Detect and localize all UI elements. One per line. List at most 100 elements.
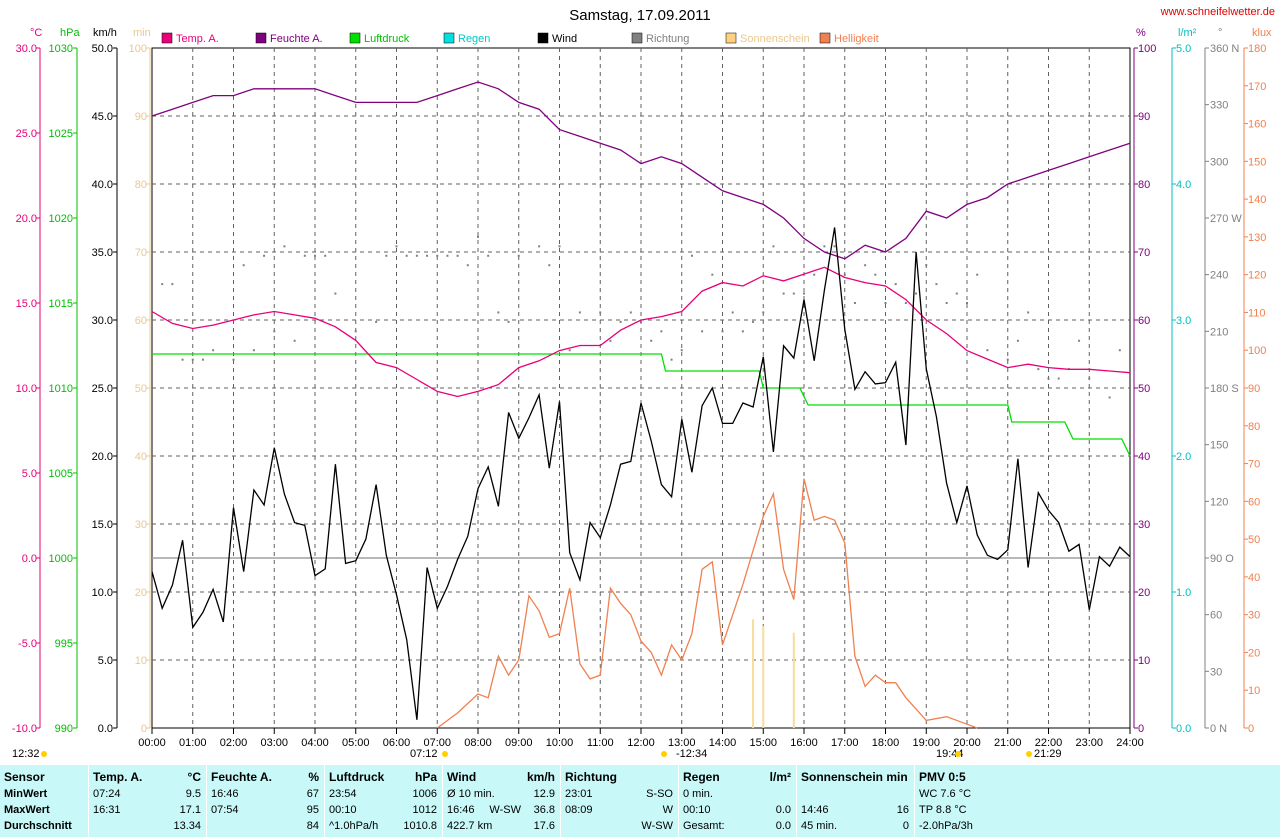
stats-cell: 00:10 [329, 804, 357, 816]
stats-column: Sonnenschein min 14:46 16 45 min. 0 [796, 765, 915, 837]
y-tick-label-direction: 60 [1210, 610, 1222, 622]
direction-point [884, 302, 887, 304]
stats-row: TP 8.8 °C [915, 802, 1055, 818]
direction-point [894, 283, 897, 286]
stats-header: PMV 0:5 [915, 769, 1055, 785]
y-tick-label-humidity: 80 [1138, 179, 1150, 191]
stats-row: 422.7 km 17.6 [443, 818, 561, 834]
x-tick-label: 20:00 [953, 737, 981, 749]
x-tick-label: 01:00 [179, 737, 207, 749]
direction-point [690, 254, 693, 257]
y-tick-label-brightness: 130 [1248, 232, 1266, 244]
series-line-wind [151, 227, 1131, 720]
x-tick-label: 08:00 [464, 737, 492, 749]
y-tick-label-brightness: 90 [1248, 383, 1260, 395]
y-tick-label-rain: 3.0 [1176, 315, 1191, 327]
direction-point [976, 273, 979, 276]
y-tick-label-temp: -5.0 [18, 638, 37, 650]
direction-point [762, 311, 765, 314]
legend-swatch [725, 32, 737, 44]
stats-row: WC 7.6 °C [915, 786, 1055, 802]
stats-row: W-SW [561, 818, 679, 834]
y-tick-label-pressure: 1005 [49, 468, 73, 480]
y-tick-label-brightness: 170 [1248, 81, 1266, 93]
legend: Temp. A. Feuchte A. Luftdruck Regen Wind Rich… [161, 32, 879, 45]
y-tick-label-sunshine: 90 [135, 111, 147, 123]
y-tick-label-wind: 5.0 [98, 655, 113, 667]
stats-cell: 84 [306, 820, 319, 832]
y-tick-label-rain: 5.0 [1176, 43, 1191, 55]
stats-cell: 16:46 [447, 804, 475, 816]
stats-row [797, 786, 915, 802]
direction-point [385, 254, 388, 257]
y-tick-label-brightness: 40 [1248, 572, 1260, 584]
legend-label: Helligkeit [834, 33, 879, 45]
stats-cell: WC 7.6 °C [919, 788, 972, 800]
stats-row: -2.0hPa/3h [915, 818, 1055, 834]
legend-label: Luftdruck [364, 33, 410, 45]
y-tick-label-brightness: 110 [1248, 307, 1266, 319]
direction-point [252, 349, 255, 352]
direction-point [1027, 311, 1030, 314]
stats-row: Durchschnitt [0, 818, 88, 834]
direction-point [966, 302, 968, 304]
axis-unit-direction: ° [1218, 27, 1222, 39]
stats-header-label: Feuchte A. [211, 770, 272, 784]
legend-label: Feuchte A. [270, 33, 323, 45]
y-tick-label-wind: 20.0 [92, 451, 113, 463]
y-tick-label-temp: 20.0 [16, 213, 37, 225]
direction-point [171, 283, 174, 286]
direction-point [640, 320, 642, 323]
y-tick-label-sunshine: 0 [141, 723, 147, 735]
direction-point [853, 302, 856, 304]
y-tick-label-direction: 150 [1210, 440, 1228, 452]
x-tick-label: 15:00 [749, 737, 777, 749]
direction-point [731, 311, 734, 314]
y-tick-label-pressure: 1030 [49, 43, 73, 55]
direction-point [935, 283, 938, 286]
stats-cell: 0 min. [683, 788, 713, 800]
legend-label: Wind [552, 33, 577, 45]
stats-cell: 23:54 [329, 788, 357, 800]
direction-point [303, 254, 306, 257]
y-tick-label-brightness: 120 [1248, 270, 1266, 282]
legend-swatch [161, 32, 173, 44]
direction-point [466, 264, 469, 267]
y-tick-label-pressure: 1000 [49, 553, 73, 565]
website-link[interactable]: www.schneifelwetter.de [1160, 6, 1275, 18]
direction-point [1016, 339, 1019, 342]
stats-cell: 45 min. [801, 820, 838, 832]
stats-cell: S-SO [646, 788, 673, 800]
stats-cell: MaxWert [4, 804, 50, 816]
stats-header: Richtung [561, 769, 679, 785]
stats-header: Feuchte A.% [207, 769, 325, 785]
stats-header: Regen l/m² [679, 769, 797, 785]
y-tick-label-humidity: 10 [1138, 655, 1150, 667]
direction-point [986, 349, 989, 352]
direction-point [904, 302, 907, 304]
x-tick-label: 04:00 [301, 737, 329, 749]
stats-column: Feuchte A.% 16:46 67 07:54 95 84 [206, 765, 325, 837]
stats-header-label: PMV 0:5 [919, 770, 966, 784]
sun-time-label: 12:32 [12, 748, 40, 760]
y-tick-label-brightness: 50 [1248, 534, 1260, 546]
sun-icon [41, 751, 47, 757]
direction-point [1108, 396, 1111, 399]
stats-row: 45 min. 0 [797, 818, 915, 834]
y-tick-label-pressure: 1010 [49, 383, 73, 395]
direction-point [201, 358, 204, 361]
direction-point [629, 311, 632, 314]
direction-point [191, 358, 194, 361]
x-tick-label: 09:00 [505, 737, 533, 749]
direction-point [955, 292, 958, 295]
series-layer [151, 81, 1131, 729]
stats-cell: 00:10 [683, 804, 711, 816]
y-tick-label-direction: 120 [1210, 496, 1228, 508]
direction-point [721, 330, 724, 333]
direction-point [375, 320, 378, 323]
y-tick-label-humidity: 40 [1138, 451, 1150, 463]
y-tick-label-humidity: 60 [1138, 315, 1150, 327]
direction-point [711, 273, 714, 276]
y-tick-label-wind: 30.0 [92, 315, 113, 327]
direction-point [263, 254, 266, 257]
